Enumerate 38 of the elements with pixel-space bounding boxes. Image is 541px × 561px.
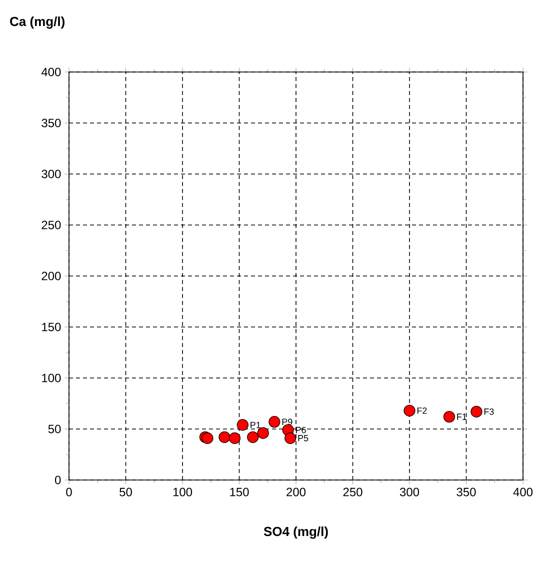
y-tick-label: 0 bbox=[54, 476, 61, 484]
point bbox=[202, 432, 214, 444]
x-axis-title: SO4 (mg/l) bbox=[264, 526, 328, 539]
annotation: P6 bbox=[296, 426, 306, 434]
x-tick-label: 300 bbox=[400, 488, 420, 496]
annotation: F1 bbox=[457, 414, 466, 420]
point bbox=[218, 431, 230, 443]
annotation: P9 bbox=[282, 418, 292, 426]
y-axis-title: Ca (mg/l) bbox=[10, 16, 64, 29]
annotation: F3 bbox=[484, 408, 494, 415]
point bbox=[228, 432, 241, 444]
y-tick-label: 100 bbox=[42, 374, 61, 382]
point bbox=[404, 404, 416, 416]
x-tick-label: 150 bbox=[230, 488, 249, 496]
x-tick-label: 250 bbox=[343, 488, 362, 496]
point bbox=[470, 406, 482, 418]
x-tick-label: 0 bbox=[66, 488, 72, 496]
y-tick-label: 400 bbox=[41, 68, 61, 76]
point bbox=[268, 416, 280, 428]
y-tick-label: 300 bbox=[42, 170, 61, 178]
point bbox=[443, 410, 456, 423]
x-tick-label: 400 bbox=[513, 488, 533, 496]
point bbox=[236, 419, 248, 431]
x-tick-label: 100 bbox=[173, 488, 192, 496]
y-tick-label: 150 bbox=[42, 322, 61, 332]
y-tick-label: 350 bbox=[42, 118, 61, 128]
annotation: P1 bbox=[250, 422, 260, 428]
point bbox=[257, 427, 269, 439]
x-tick-label: 350 bbox=[456, 488, 476, 496]
y-tick-label: 200 bbox=[42, 272, 61, 280]
annotation: P5 bbox=[298, 435, 308, 442]
point bbox=[247, 431, 259, 443]
x-tick-label: 200 bbox=[286, 488, 306, 496]
y-tick-label: 50 bbox=[48, 424, 61, 434]
annotation: F2 bbox=[417, 407, 427, 414]
y-tick-label: 250 bbox=[42, 220, 61, 230]
x-tick-label: 50 bbox=[120, 488, 132, 496]
point bbox=[284, 432, 296, 444]
